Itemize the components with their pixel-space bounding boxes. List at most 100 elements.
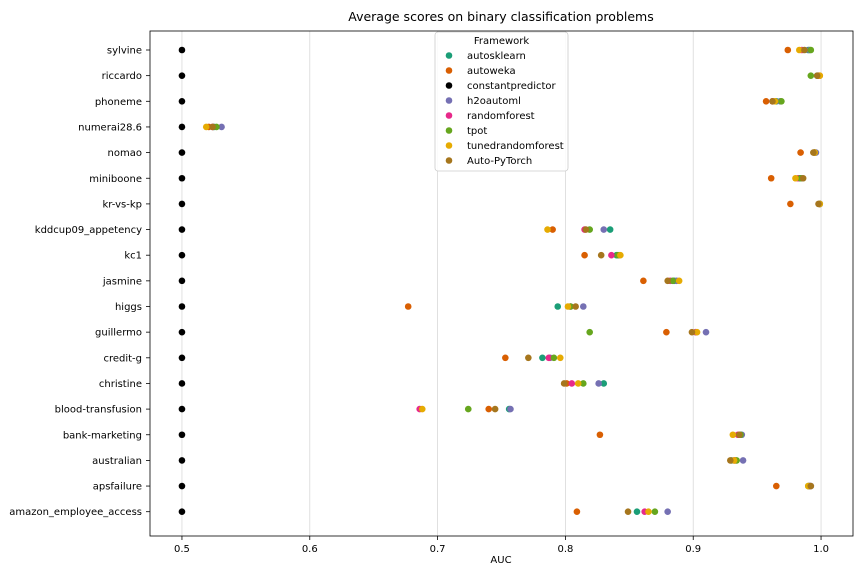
data-point [507, 405, 514, 413]
data-point [464, 405, 472, 413]
data-point [560, 380, 568, 387]
x-tick-label: 0.6 [302, 544, 318, 555]
data-point [773, 482, 780, 490]
data-point [582, 226, 590, 233]
legend-marker [445, 142, 453, 149]
data-point [178, 380, 186, 387]
data-point [608, 251, 615, 259]
data-point [784, 46, 792, 54]
y-tick-label: sylvine [107, 46, 142, 57]
data-point [600, 226, 608, 233]
data-point [178, 200, 186, 208]
data-point [491, 405, 499, 413]
legend-marker [445, 127, 453, 134]
y-tick-label: amazon_employee_access [9, 507, 142, 518]
data-point [178, 303, 186, 310]
data-point [810, 149, 817, 156]
y-tick-label: credit-g [103, 353, 142, 364]
y-tick-label: higgs [115, 302, 142, 313]
legend-label: autoweka [467, 66, 516, 77]
data-point [550, 354, 558, 362]
data-point [418, 405, 426, 413]
data-point [799, 174, 807, 182]
data-point [807, 482, 815, 490]
y-tick-label: kddcup09_appetency [35, 225, 142, 236]
data-point [549, 226, 556, 233]
data-point [801, 46, 808, 54]
data-point [581, 251, 588, 259]
data-point [218, 123, 225, 131]
legend-title: Framework [474, 36, 530, 47]
data-point [572, 303, 579, 310]
legend-marker [445, 52, 453, 59]
data-point [544, 226, 551, 233]
x-tick-label: 0.7 [430, 544, 446, 555]
data-point [726, 457, 734, 464]
data-point [624, 508, 632, 515]
plot-area-frame [149, 30, 854, 537]
data-point [580, 303, 587, 310]
data-point [797, 149, 804, 156]
data-point [202, 123, 210, 131]
data-point [178, 431, 186, 439]
data-point [485, 405, 493, 413]
y-tick-label: nomao [108, 148, 142, 159]
data-point [539, 354, 546, 362]
data-point [178, 226, 186, 233]
y-tick-label: bank-marketing [63, 430, 142, 441]
data-point [178, 277, 186, 285]
y-tick-label: phoneme [95, 97, 142, 108]
data-point [633, 508, 641, 515]
y-tick-label: kc1 [124, 251, 142, 262]
y-tick-label: guillermo [95, 328, 142, 339]
legend-label: constantpredictor [467, 81, 557, 92]
data-point [815, 200, 822, 208]
data-point [564, 303, 572, 310]
data-point [769, 98, 776, 105]
x-tick-label: 0.8 [557, 544, 573, 555]
data-point [178, 123, 186, 131]
data-point [669, 277, 677, 285]
legend-marker [445, 82, 453, 89]
data-point [178, 251, 186, 259]
data-point [796, 46, 803, 54]
legend-items: autosklearn autoweka constantpredictor h2oa… [445, 51, 564, 167]
y-tick-label: numerai28.6 [78, 122, 142, 133]
y-axis: sylvine riccardo phoneme numerai28.6 nomao mi… [9, 46, 150, 518]
data-point [702, 328, 710, 336]
data-point [645, 508, 652, 515]
data-point [525, 354, 532, 362]
data-point [178, 508, 186, 515]
data-point [178, 354, 186, 362]
data-point [178, 149, 186, 156]
data-point [178, 46, 186, 54]
legend-label: autosklearn [467, 51, 526, 62]
data-point [502, 354, 509, 362]
x-axis: 0.5 0.6 0.7 0.8 0.9 1.0 [174, 536, 829, 555]
data-points [178, 46, 824, 515]
y-tick-label: kr-vs-kp [103, 199, 142, 210]
data-point [586, 328, 593, 336]
legend-label: randomforest [467, 111, 535, 122]
data-point [600, 380, 608, 387]
y-tick-label: riccardo [102, 71, 142, 82]
data-point [606, 226, 614, 233]
data-point [739, 457, 747, 464]
data-point [792, 174, 799, 182]
data-point [807, 46, 815, 54]
legend-label: tunedrandomforest [467, 141, 564, 152]
y-tick-label: jasmine [102, 276, 142, 287]
data-point [787, 200, 794, 208]
data-point [640, 277, 647, 285]
data-point [580, 380, 587, 387]
legend: Framework autosklearn autoweka constantpre… [434, 31, 569, 172]
data-point [178, 98, 186, 105]
data-point [675, 277, 683, 285]
data-point [778, 98, 785, 105]
data-point [178, 328, 186, 336]
data-point [573, 508, 581, 515]
y-tick-label: blood-transfusion [55, 405, 142, 416]
data-point [595, 380, 602, 387]
